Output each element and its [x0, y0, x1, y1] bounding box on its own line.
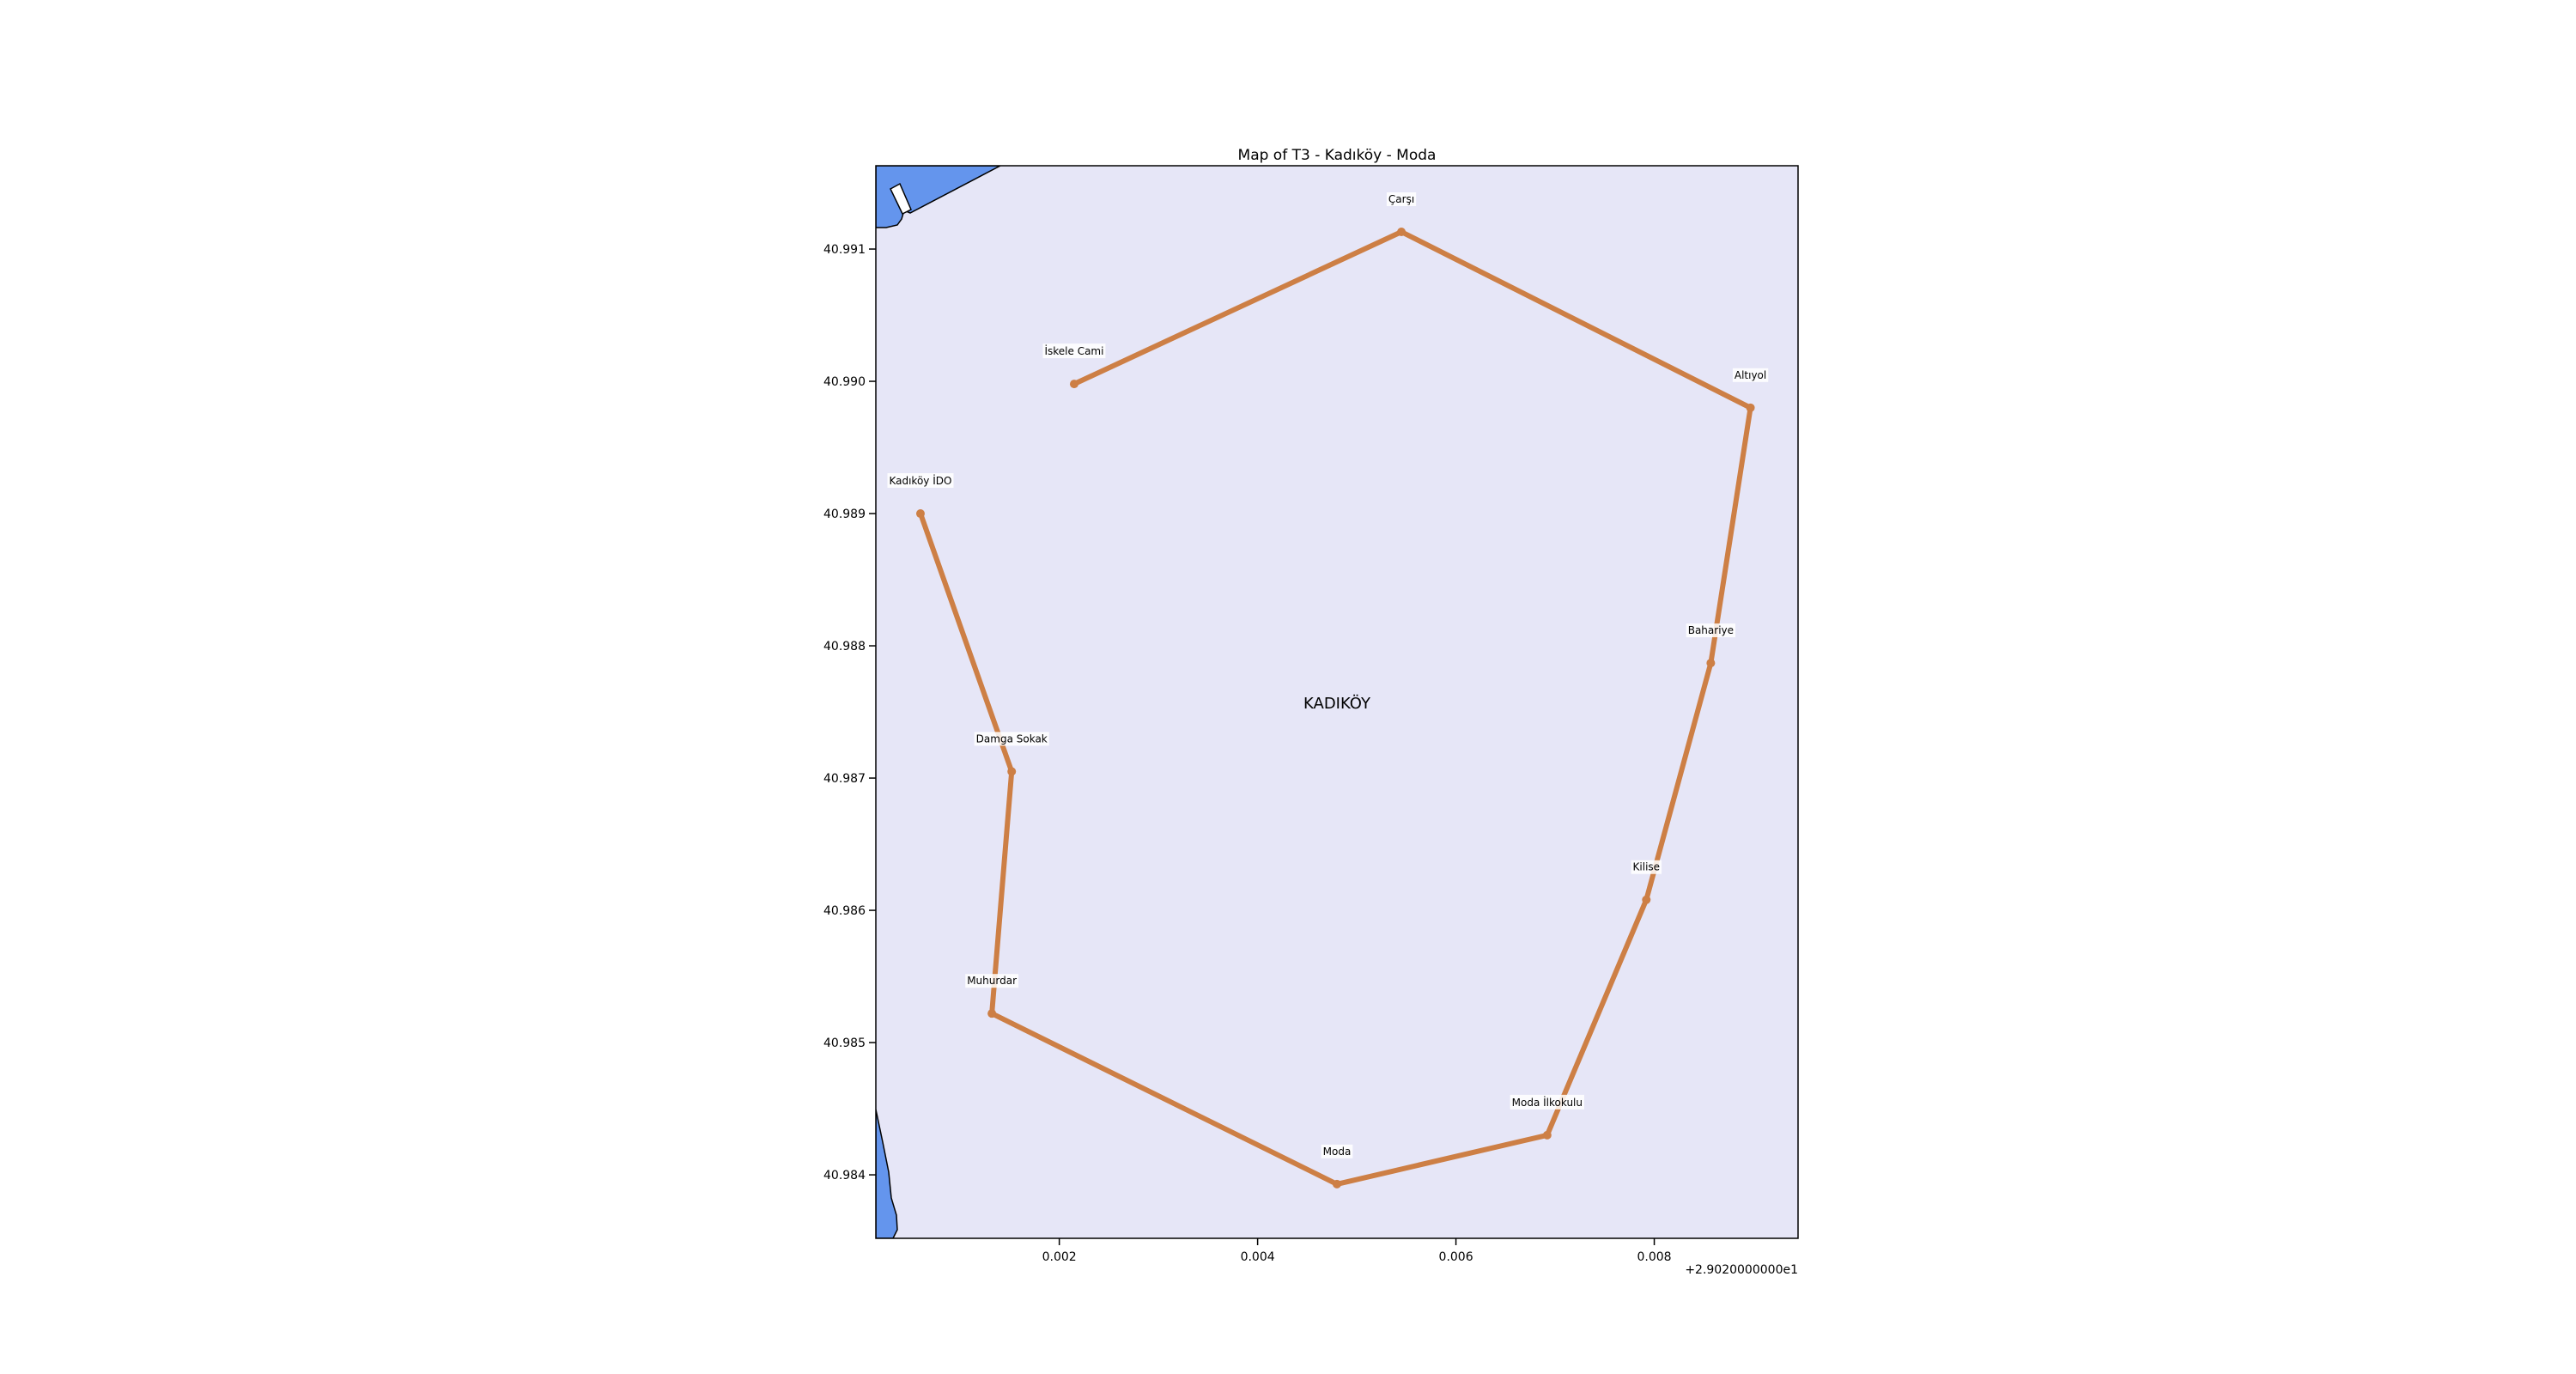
- route-layer: Kadıköy İDO Damga Sokak Muhurdar Moda Moda İ…: [887, 192, 1769, 1189]
- plot-frame: [875, 165, 1799, 1239]
- x-tick-label: 0.002: [1042, 1250, 1077, 1264]
- stop-marker: [1069, 380, 1078, 389]
- plot-area: KADIKÖY Kadıköy İDO Damga Sokak Muhurdar Mo…: [875, 165, 1799, 1239]
- stop-label-background: [1386, 192, 1417, 207]
- stop-label-group: Damga Sokak: [974, 732, 1049, 746]
- stop-label-background: [1321, 1144, 1353, 1158]
- y-tick-label: 40.989: [823, 508, 866, 521]
- stop-label: Moda İlkokulu: [1512, 1096, 1583, 1109]
- stop-label: Moda: [1323, 1146, 1352, 1158]
- stop-label-group: Kadıköy İDO: [887, 473, 954, 489]
- x-tick-label: 0.006: [1439, 1250, 1473, 1264]
- y-tick-label: 40.987: [823, 772, 866, 786]
- district-label: KADIKÖY: [1303, 694, 1371, 713]
- pier: [890, 182, 912, 216]
- stop-marker: [1642, 895, 1651, 904]
- y-tick-label: 40.988: [823, 640, 866, 654]
- stop-label-group: Muhurdar: [965, 974, 1019, 988]
- x-offset-label: +2.9020000000e1: [1685, 1263, 1798, 1277]
- stop-label-group: Moda İlkokulu: [1510, 1094, 1584, 1110]
- stop-label-group: Çarşı: [1386, 192, 1417, 207]
- stop-marker: [1397, 228, 1406, 237]
- stop-label-background: [1631, 860, 1662, 874]
- x-tick-label: 0.008: [1637, 1250, 1672, 1264]
- stop-label-background: [974, 732, 1049, 746]
- stop-label-background: [887, 473, 954, 489]
- stop-label: İskele Cami: [1044, 344, 1103, 357]
- stop-label-group: Moda: [1321, 1144, 1353, 1158]
- stop-label: Bahariye: [1688, 624, 1734, 636]
- stop-label-background: [965, 974, 1019, 988]
- stop-label-group: Altıyol: [1732, 368, 1769, 382]
- stop-label-group: İskele Cami: [1042, 344, 1106, 359]
- stop-label: Muhurdar: [967, 975, 1017, 987]
- stop-label: Damga Sokak: [976, 733, 1048, 745]
- x-tick-label: 0.004: [1241, 1250, 1275, 1264]
- stop-marker: [1746, 403, 1755, 412]
- stop-label: Çarşı: [1388, 193, 1414, 205]
- stop-marker: [1333, 1179, 1341, 1189]
- y-tick-label: 40.986: [823, 904, 866, 918]
- y-tick-label: 40.990: [823, 375, 866, 389]
- stop-marker: [1706, 659, 1716, 668]
- stop-marker: [987, 1009, 997, 1018]
- y-tick-label: 40.984: [823, 1169, 866, 1182]
- stop-label-group: Kilise: [1631, 860, 1662, 874]
- stop-marker: [1542, 1130, 1552, 1140]
- stop-label: Kadıköy İDO: [889, 474, 951, 487]
- stop-label-group: Bahariye: [1686, 623, 1736, 638]
- y-tick-label: 40.985: [823, 1037, 866, 1050]
- stop-label-background: [1042, 344, 1106, 359]
- route-line: [918, 229, 1753, 1187]
- map-title: Map of T3 - Kadıköy - Moda: [1238, 147, 1437, 164]
- sea-area-north: [876, 166, 1001, 228]
- y-axis: 40.984 40.985 40.986 40.987 40.988 40.989 40.9…: [823, 243, 876, 1182]
- stop-label-background: [1686, 623, 1736, 638]
- y-tick-label: 40.991: [823, 243, 866, 257]
- stop-marker: [915, 509, 925, 519]
- stop-label-background: [1732, 368, 1769, 382]
- stop-label: Altıyol: [1735, 369, 1766, 381]
- stop-label-background: [1510, 1094, 1584, 1110]
- coastline-layer: [876, 166, 1001, 1238]
- stop-label: Kilise: [1633, 861, 1661, 873]
- sea-area-south: [876, 1109, 898, 1238]
- map-background: [876, 166, 1798, 1238]
- x-axis: 0.002 0.004 0.006 0.008: [1042, 1238, 1672, 1264]
- stop-marker: [1007, 767, 1017, 776]
